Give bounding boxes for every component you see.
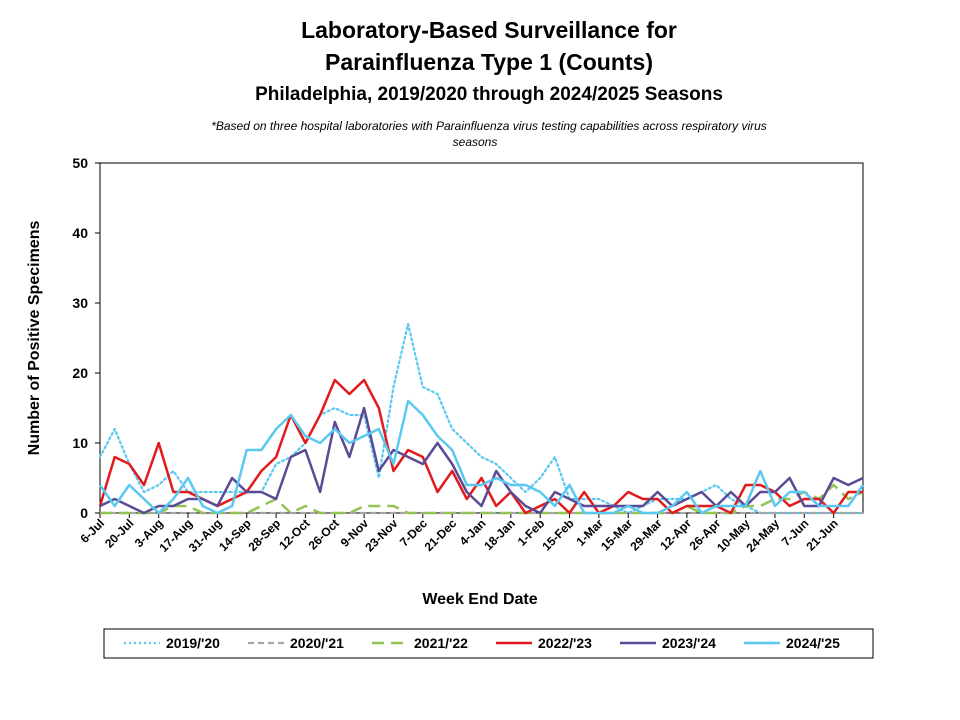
x-tick-label: 15-Feb bbox=[539, 516, 576, 553]
x-axis-title: Week End Date bbox=[422, 591, 537, 608]
x-tick-label: 21-Jun bbox=[804, 516, 841, 553]
x-tick-label: 24-May bbox=[743, 516, 782, 555]
chart-footnote-line2: seasons bbox=[453, 135, 498, 149]
y-tick-label: 30 bbox=[72, 295, 88, 311]
series-line-2019-20 bbox=[98, 322, 865, 515]
chart-title-line1: Laboratory-Based Surveillance for bbox=[301, 17, 677, 43]
x-axis: 6-Jul20-Jul3-Aug17-Aug31-Aug14-Sep28-Sep… bbox=[77, 513, 841, 555]
y-tick-label: 20 bbox=[72, 365, 88, 381]
x-tick-label: 28-Sep bbox=[245, 516, 283, 554]
x-tick-label: 29-Mar bbox=[627, 516, 664, 553]
x-tick-label: 12-Oct bbox=[276, 516, 312, 552]
chart-title-line2: Parainfluenza Type 1 (Counts) bbox=[325, 49, 653, 75]
chart-subtitle: Philadelphia, 2019/2020 through 2024/202… bbox=[255, 84, 723, 105]
y-axis-title: Number of Positive Specimens bbox=[26, 221, 43, 456]
y-tick-label: 40 bbox=[72, 225, 88, 241]
x-tick-label: 18-Jan bbox=[481, 516, 518, 553]
legend-label: 2019/'20 bbox=[166, 635, 220, 651]
legend-label: 2024/'25 bbox=[786, 635, 840, 651]
plot-area bbox=[99, 162, 864, 514]
x-tick-label: 26-Oct bbox=[306, 516, 342, 552]
legend-label: 2022/'23 bbox=[538, 635, 592, 651]
series-line-2023-24 bbox=[99, 406, 864, 515]
x-tick-label: 14-Sep bbox=[216, 516, 254, 554]
x-tick-label: 23-Nov bbox=[362, 516, 400, 554]
x-tick-label: 20-Jul bbox=[102, 516, 136, 550]
y-tick-label: 50 bbox=[72, 155, 88, 171]
y-tick-label: 10 bbox=[72, 435, 88, 451]
x-tick-label: 31-Aug bbox=[186, 516, 225, 555]
y-tick-label: 0 bbox=[80, 505, 88, 521]
x-tick-label: 21-Dec bbox=[422, 516, 460, 554]
x-tick-label: 15-Mar bbox=[598, 516, 635, 553]
legend-label: 2021/'22 bbox=[414, 635, 468, 651]
legend: 2019/'20 2020/'21 2021/'22 2022/'23 2023/'24… bbox=[124, 635, 840, 651]
y-axis: 0 10 20 30 40 50 bbox=[72, 155, 100, 521]
legend-label: 2023/'24 bbox=[662, 635, 716, 651]
series-line-2021-22 bbox=[100, 483, 864, 515]
chart-footnote-line1: *Based on three hospital laboratories wi… bbox=[211, 119, 767, 133]
legend-label: 2020/'21 bbox=[290, 635, 344, 651]
series-line-2022-23 bbox=[98, 378, 863, 515]
series-lines bbox=[98, 322, 865, 515]
x-tick-label: 12-Apr bbox=[657, 516, 694, 553]
series-line-2024-25 bbox=[98, 399, 865, 515]
